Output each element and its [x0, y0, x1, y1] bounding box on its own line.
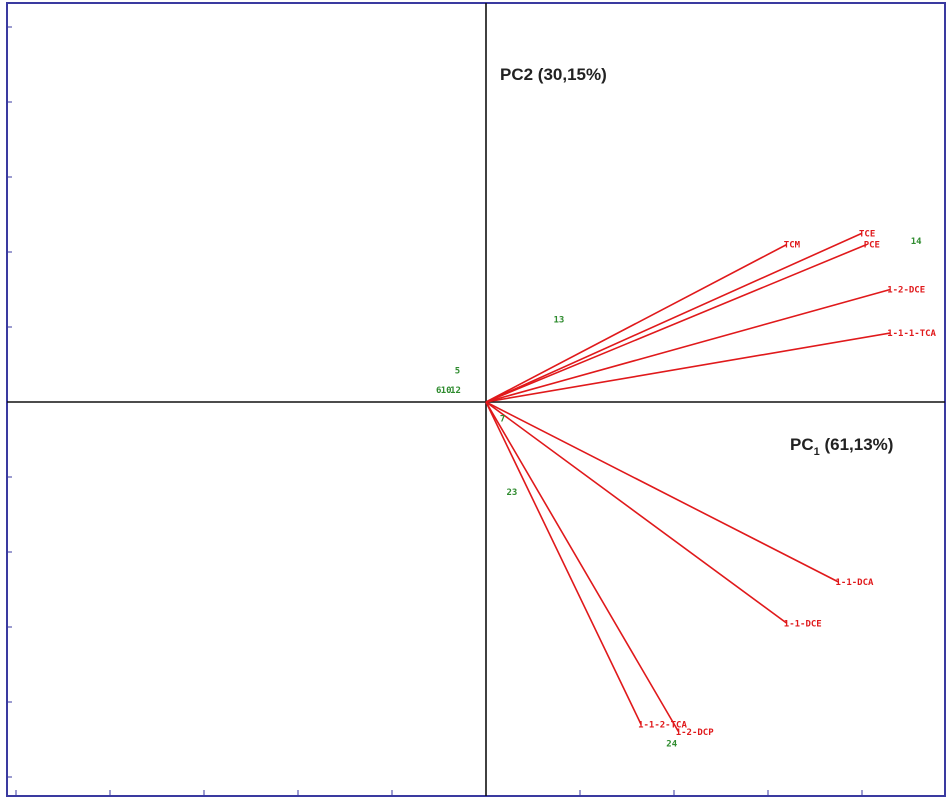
loading-vector: 1-2-DCP: [485, 401, 715, 738]
loading-vector: 1-1-DCA: [485, 401, 875, 588]
observation-point: 12: [450, 386, 461, 396]
loading-vector: TCE: [485, 229, 875, 403]
loading-line: [485, 401, 680, 733]
x-axis-title-subscript: 1: [814, 446, 820, 458]
x-axis-title-suffix: (61,13%): [820, 435, 894, 454]
loading-line: [485, 401, 788, 624]
y-axis-title: PC2 (30,15%): [500, 65, 607, 84]
x-axis-title: PC1 (61,13%): [790, 435, 893, 458]
loading-label: 1-2-DCP: [676, 728, 715, 738]
loading-vector: 1-1-2-TCA: [485, 401, 687, 731]
loading-line: [485, 401, 839, 583]
observation-point: 23: [507, 488, 518, 498]
loading-line: [485, 232, 863, 403]
loading-label: TCM: [784, 241, 801, 251]
loading-label: 1-1-2-TCA: [638, 721, 687, 731]
loading-line: [485, 288, 891, 403]
observation-point: 10: [441, 386, 452, 396]
observation-point: 5: [455, 367, 460, 377]
observation-point: 7: [500, 415, 505, 425]
observation-point: 6: [436, 386, 441, 396]
loading-label: 1-1-DCE: [784, 619, 822, 629]
loading-label: PCE: [864, 241, 880, 251]
plot-frame: [6, 2, 946, 797]
observation-point: 13: [554, 316, 565, 326]
loading-label: 1-1-1-TCA: [887, 329, 936, 339]
frame-ticks: [7, 26, 863, 796]
loading-vector: 1-1-DCE: [485, 401, 822, 629]
loading-vectors: TCM TCE PCE 1-2-DCE 1-1-1-TCA 1-1-DCA 1-1-DCE 1…: [485, 229, 937, 738]
x-axis-title-prefix: PC: [790, 435, 814, 454]
loading-line: [485, 243, 868, 403]
observation-point: 14: [911, 237, 922, 247]
loading-line: [485, 332, 891, 403]
loading-line: [485, 401, 642, 725]
loading-label: 1-1-DCA: [836, 578, 875, 588]
loading-vector: 1-2-DCE: [485, 286, 925, 403]
loading-vector: 1-1-1-TCA: [485, 329, 937, 403]
loading-vector: TCM: [485, 241, 801, 403]
observation-point: 24: [666, 739, 677, 749]
loading-vector: PCE: [485, 241, 880, 403]
loading-line: [485, 243, 788, 403]
loading-label: 1-2-DCE: [887, 286, 925, 296]
loading-label: TCE: [859, 229, 875, 239]
